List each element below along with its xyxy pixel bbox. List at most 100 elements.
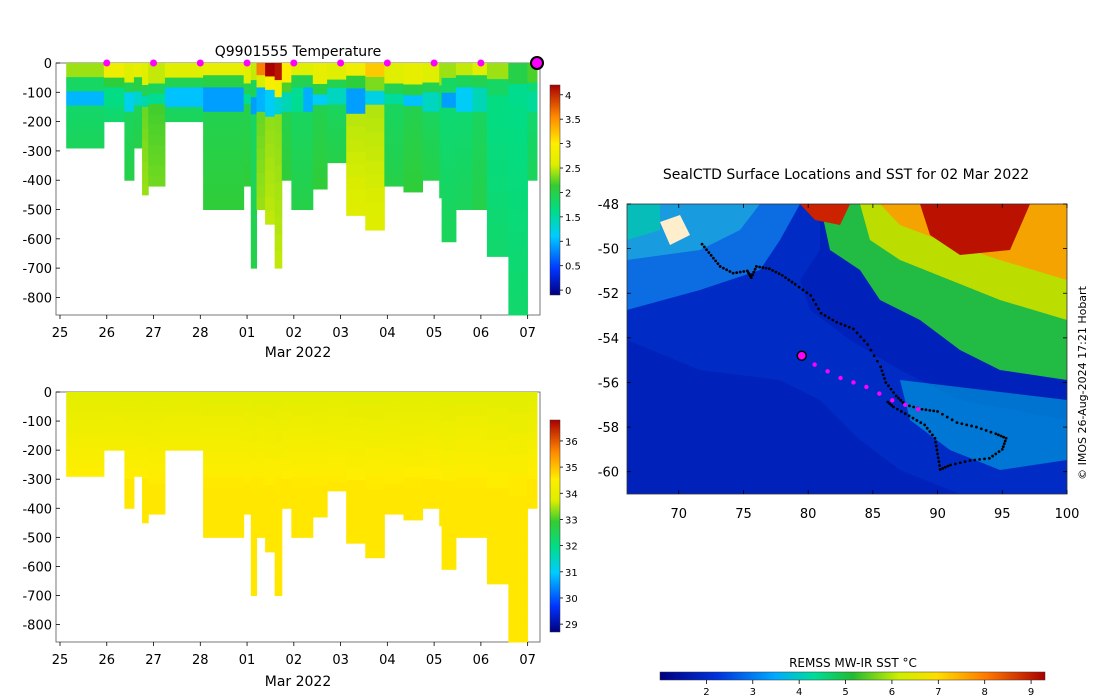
temperature-colorbar <box>549 84 561 296</box>
profile-cell <box>439 503 443 516</box>
profile-cell <box>66 455 105 463</box>
track-point <box>928 408 932 412</box>
profile-cell <box>312 63 328 74</box>
track-point <box>894 394 898 398</box>
profile-cell <box>243 93 252 105</box>
profile-cell <box>472 99 488 113</box>
x-tick-label: 07 <box>519 326 536 341</box>
profile-cell <box>265 405 276 420</box>
profile-cell <box>472 428 488 441</box>
profile-cell <box>403 455 424 468</box>
profile-cell <box>441 539 457 556</box>
profile-cell <box>327 400 347 409</box>
track-point <box>968 459 972 462</box>
profile-cell <box>346 392 366 406</box>
profile-column <box>148 392 166 515</box>
track-point <box>970 424 973 428</box>
profile-cell <box>124 488 135 500</box>
profile-cell <box>124 498 135 509</box>
profile-cell <box>124 450 135 461</box>
profile-cell <box>133 469 143 477</box>
profile-cell <box>384 63 404 74</box>
profile-cell <box>203 185 245 198</box>
map-x-tick-label: 100 <box>1055 507 1080 522</box>
track-point <box>997 450 1001 454</box>
profile-cell <box>124 82 135 93</box>
track-point <box>936 452 939 456</box>
profile-cell <box>439 436 443 449</box>
track-point <box>919 421 923 425</box>
track-point <box>889 387 893 391</box>
profile-cell <box>384 165 404 177</box>
profile-cell <box>164 67 204 74</box>
track-point <box>780 273 784 277</box>
profile-cell <box>142 150 149 163</box>
profile-cell <box>148 73 166 85</box>
profile-cell <box>312 84 328 95</box>
profile-cell <box>441 182 457 198</box>
profile-cell <box>281 440 292 451</box>
profile-cell <box>439 175 443 188</box>
profile-column <box>281 392 292 509</box>
profile-cell <box>256 392 266 405</box>
profile-cell <box>439 414 443 426</box>
track-point <box>817 307 820 311</box>
track-point <box>965 423 969 427</box>
track-point <box>738 270 742 274</box>
colorbar-tick-label: 34 <box>565 489 578 500</box>
profile-cell <box>508 84 528 106</box>
profile-cell <box>124 421 135 432</box>
x-tick-label: 27 <box>145 326 162 341</box>
profile-cell <box>66 399 105 407</box>
profile-cell <box>439 514 443 527</box>
y-tick-label: -200 <box>22 116 52 131</box>
track-point <box>994 432 998 436</box>
profile-cell <box>422 160 440 171</box>
profile-cell <box>455 513 474 526</box>
track-point <box>831 318 835 322</box>
profile-cell <box>164 97 204 103</box>
profile-cell <box>203 464 245 478</box>
profile-cell <box>472 185 488 198</box>
profile-cell <box>148 165 166 177</box>
profile-cell <box>384 503 404 515</box>
track-point <box>1001 445 1005 448</box>
profile-cell <box>291 124 304 137</box>
profile-cell <box>142 468 149 480</box>
profile-cell <box>291 172 304 186</box>
track-point <box>958 461 962 465</box>
colorbar-tick-label: 35 <box>565 463 578 474</box>
track-point <box>892 391 895 394</box>
profile-cell <box>455 87 474 101</box>
profile-cell <box>281 102 292 113</box>
track-point <box>774 270 778 274</box>
profile-cell <box>441 421 457 437</box>
profile-cell <box>455 452 474 466</box>
profile-cell <box>66 91 105 99</box>
salinity-y-ticks: 0 -100 -200 -300 -400 -500 -600 -700 -800 <box>22 386 60 634</box>
profile-cell <box>303 197 314 211</box>
track-point <box>869 348 873 352</box>
temperature-xlabel: Mar 2022 <box>265 345 332 361</box>
profile-cell <box>346 505 366 519</box>
profile-cell <box>486 535 509 553</box>
profile-cell <box>527 72 538 84</box>
profile-cell <box>148 422 166 434</box>
y-tick-label: -700 <box>22 589 52 604</box>
profile-column <box>312 63 328 190</box>
profile-cell <box>281 430 292 441</box>
profile-cell <box>274 114 283 132</box>
profile-cell <box>403 402 424 414</box>
profile-cell <box>281 63 292 74</box>
profile-cell <box>403 487 424 500</box>
profile-cell <box>422 411 440 422</box>
profile-cell <box>256 488 266 502</box>
profile-cell <box>243 402 252 413</box>
profile-cell <box>365 104 385 120</box>
profile-cell <box>384 104 404 115</box>
profile-cell <box>441 392 457 408</box>
profile-cell <box>303 440 314 454</box>
profile-cell <box>365 474 385 490</box>
profile-cell <box>472 525 488 538</box>
profile-cell <box>103 445 125 451</box>
